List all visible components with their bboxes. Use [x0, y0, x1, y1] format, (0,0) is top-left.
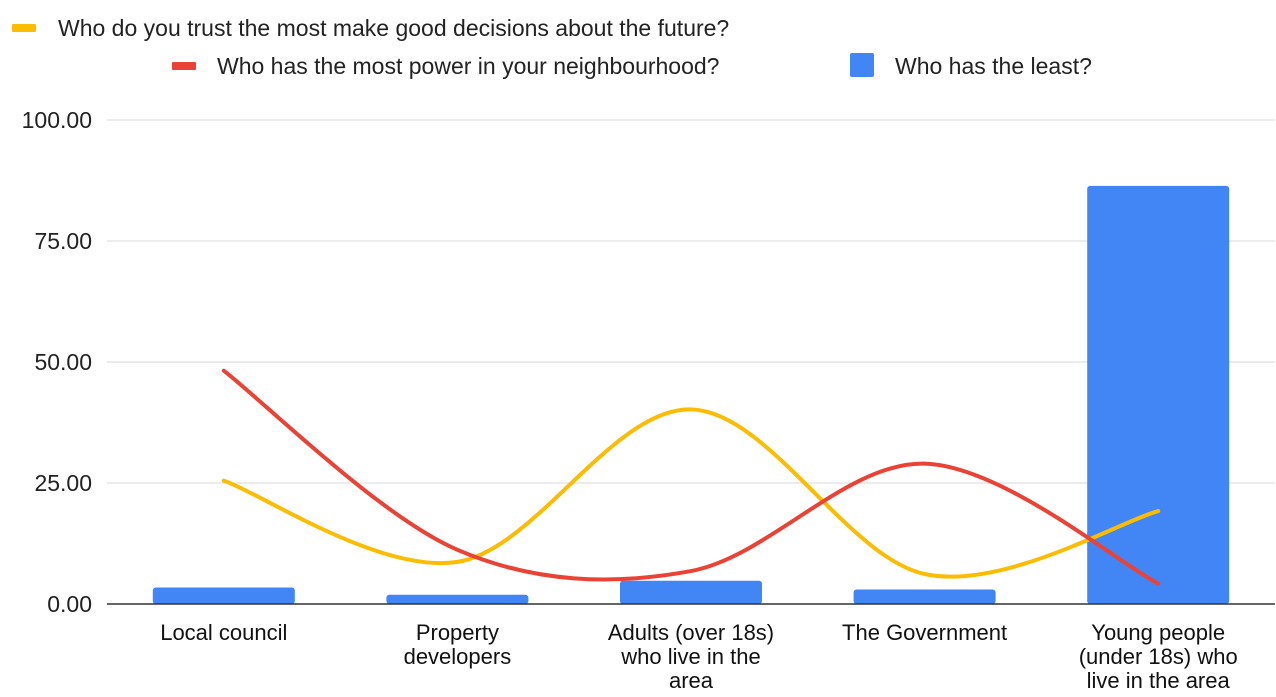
bar[interactable]	[620, 580, 762, 604]
x-tick-label-line: The Government	[842, 620, 1007, 645]
series-line[interactable]	[221, 368, 1161, 586]
series-line[interactable]	[221, 407, 1161, 579]
legend-label-least: Who has the least?	[895, 53, 1092, 79]
x-tick-label: Adults (over 18s) who live in the area	[608, 620, 774, 693]
y-tick-label: 50.00	[34, 349, 92, 375]
legend-swatch-least	[850, 53, 874, 77]
x-tick-label: Local council	[160, 620, 287, 645]
x-tick-label-line: Adults (over 18s)	[608, 620, 774, 645]
bars-series-least	[152, 185, 1230, 604]
x-tick-label-line: Property	[416, 620, 499, 645]
bar[interactable]	[152, 587, 295, 604]
x-tick-label-line: who live in the	[620, 644, 760, 669]
legend-item-trust[interactable]: Who do you trust the most make good deci…	[12, 15, 729, 41]
bar[interactable]	[1087, 185, 1230, 604]
legend-label-trust: Who do you trust the most make good deci…	[58, 15, 729, 41]
x-tick-label-line: Young people	[1091, 620, 1225, 645]
legend-swatch-trust	[12, 24, 36, 32]
y-tick-label: 75.00	[34, 228, 92, 254]
legend-label-power: Who has the most power in your neighbour…	[217, 53, 719, 79]
x-tick-label-line: (under 18s) who	[1079, 644, 1238, 669]
legend-item-least[interactable]: Who has the least?	[850, 53, 1092, 79]
legend: Who do you trust the most make good deci…	[12, 15, 1092, 79]
y-tick-label: 0.00	[47, 591, 92, 617]
y-tick-label: 100.00	[22, 107, 92, 133]
y-axis-ticks: 0.00 25.00 50.00 75.00 100.00	[22, 107, 92, 617]
x-tick-label: The Government	[842, 620, 1007, 645]
legend-item-power[interactable]: Who has the most power in your neighbour…	[172, 53, 719, 79]
x-tick-label-line: Local council	[160, 620, 287, 645]
bar[interactable]	[853, 589, 996, 604]
gridlines	[107, 119, 1275, 484]
x-tick-label: Property developers	[404, 620, 512, 669]
bar[interactable]	[386, 594, 529, 604]
x-tick-label-line: live in the area	[1087, 668, 1231, 693]
x-tick-label-line: area	[669, 668, 714, 693]
x-tick-label: Young people (under 18s) who live in the a…	[1079, 620, 1238, 693]
legend-swatch-power	[172, 62, 196, 70]
x-axis-labels: Local council Property developers Adults (o…	[160, 620, 1237, 693]
line-series	[221, 368, 1161, 586]
y-tick-label: 25.00	[34, 470, 92, 496]
x-tick-label-line: developers	[404, 644, 512, 669]
